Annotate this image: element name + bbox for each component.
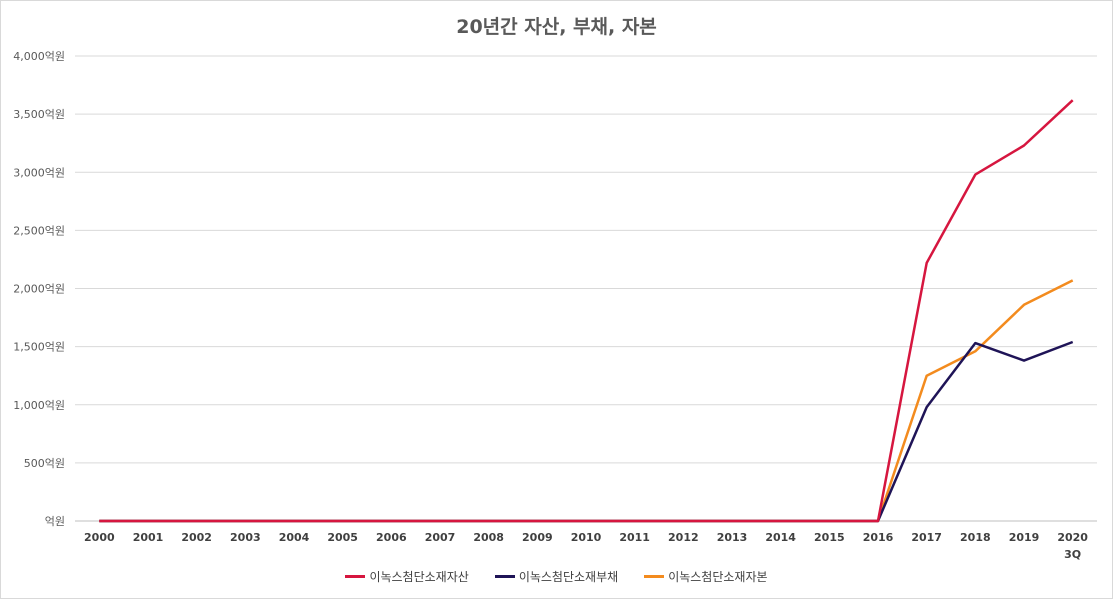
x-tick-label: 2000 [84,531,115,544]
y-tick-label: 1,500억원 [13,341,65,354]
chart-title: 20년간 자산, 부채, 자본 [456,16,657,38]
y-tick-label: 3,500억원 [13,108,65,121]
x-tick-label: 2018 [960,531,991,544]
x-tick-label: 2009 [522,531,553,544]
legend-swatch [644,575,665,578]
legend-swatch [494,575,515,578]
y-tick-label: 1,000억원 [13,399,65,412]
y-tick-label: 2,000억원 [13,283,65,296]
y-tick-label: 3,000억원 [13,166,65,179]
x-tick-label: 2007 [425,531,456,544]
x-tick-label: 2005 [327,531,358,544]
y-tick-label: 4,000억원 [13,50,65,63]
legend-swatch [345,575,366,578]
x-tick-label: 2017 [911,531,942,544]
y-tick-label: 2,500억원 [13,224,65,237]
x-tick-label: 2015 [814,531,845,544]
x-tick-label: 2011 [619,531,650,544]
x-tick-label: 2010 [571,531,602,544]
legend-item: 이녹스첨단소재자산 [345,568,469,585]
legend-label: 이녹스첨단소재자본 [668,570,768,584]
x-tick-label: 2012 [668,531,699,544]
series-line [99,340,1074,523]
legend-item: 이녹스첨단소재자본 [644,568,768,585]
x-tick-label: 2002 [181,531,212,544]
series-line [99,99,1074,523]
x-tick-label: 2016 [863,531,894,544]
x-tick-label: 2006 [376,531,407,544]
x-tick-label: 2003 [230,531,261,544]
legend-label: 이녹스첨단소재부채 [518,570,619,584]
x-tick-label: 2004 [279,531,310,544]
chart-legend: 이녹스첨단소재자산 이녹스첨단소재부채 이녹스첨단소재자본 [0,568,1113,585]
series-line [99,279,1074,523]
x-tick-label: 3Q [1064,548,1081,561]
x-tick-label: 2014 [765,531,796,544]
y-tick-label: 500억원 [24,457,65,470]
x-tick-label: 2001 [133,531,164,544]
legend-item: 이녹스첨단소재부채 [494,568,619,585]
x-tick-label: 2013 [717,531,748,544]
legend-label: 이녹스첨단소재자산 [369,570,469,584]
x-tick-label: 2019 [1009,531,1040,544]
x-tick-label: 2020 [1057,531,1088,544]
x-tick-label: 2008 [473,531,504,544]
y-tick-label: 억원 [45,515,65,528]
